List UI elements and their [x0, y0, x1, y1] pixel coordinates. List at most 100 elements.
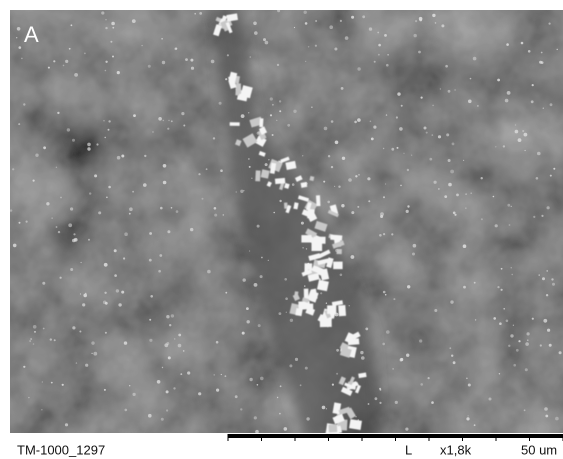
- particle: [114, 249, 117, 252]
- particle: [257, 225, 260, 228]
- particle: [542, 277, 545, 280]
- particle: [158, 117, 162, 121]
- particle: [465, 208, 466, 209]
- particle: [54, 339, 56, 341]
- particle: [258, 324, 261, 327]
- particle: [254, 283, 258, 287]
- particle: [396, 116, 398, 118]
- particle: [198, 392, 201, 395]
- particle: [19, 46, 22, 49]
- particle: [79, 331, 81, 333]
- particle: [10, 209, 12, 211]
- particle: [243, 190, 244, 191]
- particle: [214, 214, 217, 217]
- particle: [489, 398, 492, 401]
- particle: [448, 159, 451, 162]
- particle: [305, 367, 308, 370]
- particle: [91, 341, 94, 344]
- particle: [334, 186, 335, 187]
- particle: [541, 215, 543, 217]
- particle: [162, 367, 163, 368]
- particle: [167, 230, 170, 233]
- particle: [129, 385, 130, 386]
- particle: [336, 373, 338, 375]
- particle: [386, 114, 387, 115]
- particle: [289, 364, 292, 367]
- particle: [499, 322, 502, 325]
- particle: [550, 175, 552, 177]
- particle: [171, 120, 173, 122]
- particle: [400, 185, 402, 187]
- particle: [293, 110, 296, 113]
- particle: [406, 210, 409, 213]
- particle: [149, 259, 152, 262]
- particle: [393, 298, 395, 300]
- particle: [62, 384, 64, 386]
- particle: [524, 409, 526, 411]
- crystal: [275, 178, 285, 184]
- particle: [380, 389, 382, 391]
- particle: [48, 67, 50, 69]
- particle: [327, 201, 330, 204]
- particle: [434, 309, 437, 312]
- particle: [225, 375, 227, 377]
- particle: [539, 274, 540, 275]
- particle: [450, 170, 454, 174]
- particle: [525, 368, 528, 371]
- particle: [515, 130, 519, 134]
- particle: [522, 130, 524, 132]
- particle: [227, 54, 229, 56]
- particle: [161, 38, 163, 40]
- particle: [191, 67, 194, 70]
- particle: [167, 128, 169, 130]
- particle: [456, 194, 459, 197]
- crystal: [309, 304, 313, 313]
- particle: [149, 319, 151, 321]
- particle: [81, 262, 82, 263]
- particle: [28, 397, 29, 398]
- particle: [105, 27, 107, 29]
- crystal: [330, 235, 342, 241]
- particle: [334, 48, 337, 51]
- particle: [21, 58, 23, 60]
- particle: [301, 222, 304, 225]
- particle: [23, 366, 25, 368]
- particle: [406, 354, 409, 357]
- particle: [369, 27, 372, 30]
- particle: [525, 150, 526, 151]
- particle: [169, 324, 171, 326]
- particle: [279, 110, 281, 112]
- particle: [536, 177, 539, 180]
- particle: [497, 79, 500, 82]
- particle: [41, 409, 42, 410]
- particle: [176, 210, 179, 213]
- magnification: x1,8k: [440, 442, 472, 457]
- particle: [506, 320, 509, 323]
- particle: [166, 409, 168, 411]
- panel-label: A: [24, 22, 39, 47]
- particle: [112, 27, 114, 29]
- particle: [242, 332, 245, 335]
- particle: [377, 32, 379, 34]
- particle: [162, 61, 165, 64]
- particle: [305, 61, 306, 62]
- particle: [181, 112, 184, 115]
- detector-mode: L: [405, 442, 412, 457]
- particle: [493, 317, 496, 320]
- particle: [501, 289, 503, 291]
- particle: [495, 146, 496, 147]
- particle: [260, 377, 264, 381]
- particle: [351, 211, 354, 214]
- particle: [216, 389, 219, 392]
- particle: [161, 418, 164, 421]
- particle: [400, 358, 403, 361]
- particle: [292, 183, 295, 186]
- particle: [143, 183, 147, 187]
- crystal: [317, 280, 329, 292]
- particle: [70, 268, 73, 271]
- particle: [426, 132, 428, 134]
- particle: [117, 156, 121, 160]
- particle: [403, 153, 404, 154]
- particle: [360, 351, 363, 354]
- particle: [74, 73, 78, 77]
